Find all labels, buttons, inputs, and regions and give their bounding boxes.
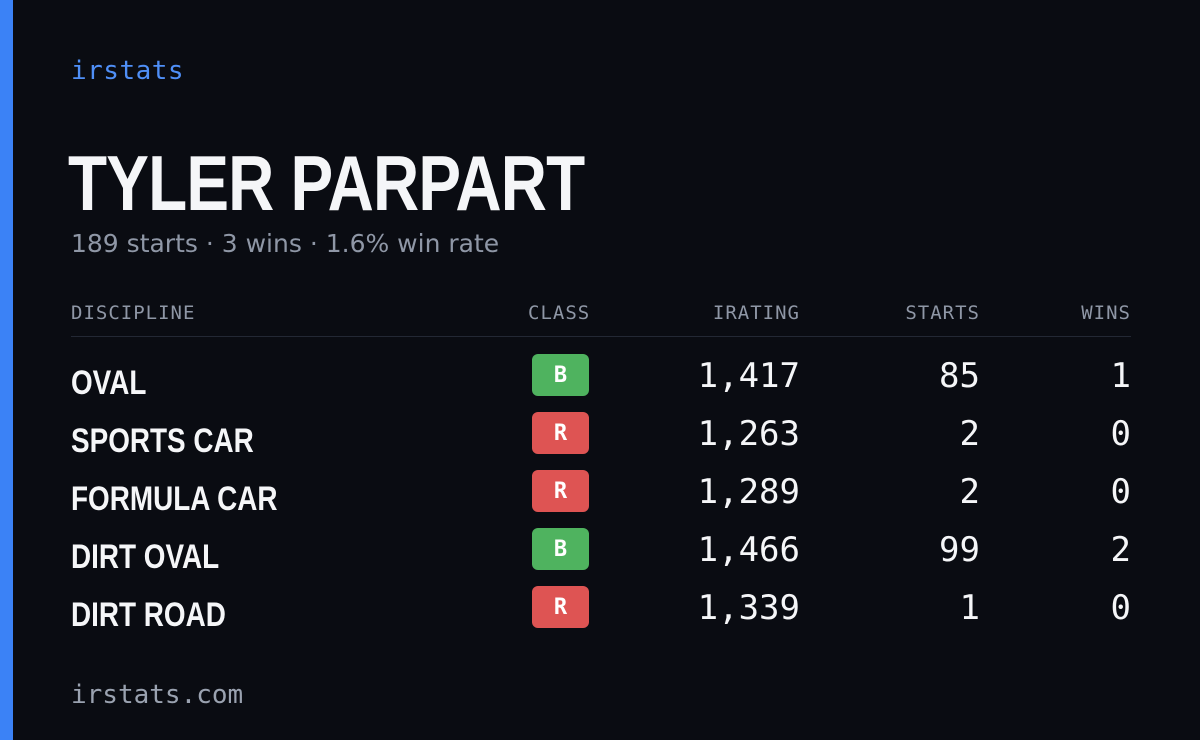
irating-value: 1,417 [697, 356, 800, 396]
header-discipline: DISCIPLINE [71, 302, 196, 324]
table-row: FORMULA CAR R 1,289 2 0 [71, 468, 1131, 526]
discipline-name: SPORTS CAR [71, 422, 254, 460]
header-class: CLASS [528, 302, 591, 324]
irating-value: 1,339 [697, 588, 800, 628]
table-row: SPORTS CAR R 1,263 2 0 [71, 410, 1131, 468]
class-badge: R [532, 412, 589, 454]
header-wins: WINS [1081, 302, 1131, 324]
driver-name: TYLER PARPART [68, 139, 585, 227]
wins-value: 2 [1110, 530, 1131, 570]
header-irating: IRATING [712, 302, 800, 324]
header-starts: STARTS [905, 302, 980, 324]
wins-value: 1 [1110, 356, 1131, 396]
starts-value: 2 [959, 472, 980, 512]
irating-value: 1,263 [697, 414, 800, 454]
wins-value: 0 [1110, 472, 1131, 512]
table-row: OVAL B 1,417 85 1 [71, 352, 1131, 410]
table-row: DIRT ROAD R 1,339 1 0 [71, 584, 1131, 642]
table-row: DIRT OVAL B 1,466 99 2 [71, 526, 1131, 584]
starts-value: 2 [959, 414, 980, 454]
wins-value: 0 [1110, 414, 1131, 454]
starts-value: 1 [959, 588, 980, 628]
starts-value: 99 [939, 530, 980, 570]
discipline-name: DIRT ROAD [71, 596, 226, 634]
class-badge: B [532, 354, 589, 396]
class-badge: R [532, 470, 589, 512]
class-badge: B [532, 528, 589, 570]
driver-summary: 189 starts · 3 wins · 1.6% win rate [71, 229, 500, 258]
irating-value: 1,289 [697, 472, 800, 512]
stats-table-header: DISCIPLINE CLASS IRATING STARTS WINS [71, 300, 1131, 337]
discipline-name: OVAL [71, 364, 147, 402]
irating-value: 1,466 [697, 530, 800, 570]
discipline-name: DIRT OVAL [71, 538, 220, 576]
starts-value: 85 [939, 356, 980, 396]
wins-value: 0 [1110, 588, 1131, 628]
footer-url: irstats.com [71, 680, 244, 710]
brand-logo-text: irstats [71, 56, 185, 86]
stats-table-body: OVAL B 1,417 85 1 SPORTS CAR R 1,263 2 0… [71, 352, 1131, 642]
discipline-name: FORMULA CAR [71, 480, 278, 518]
class-badge: R [532, 586, 589, 628]
accent-bar [0, 0, 13, 740]
